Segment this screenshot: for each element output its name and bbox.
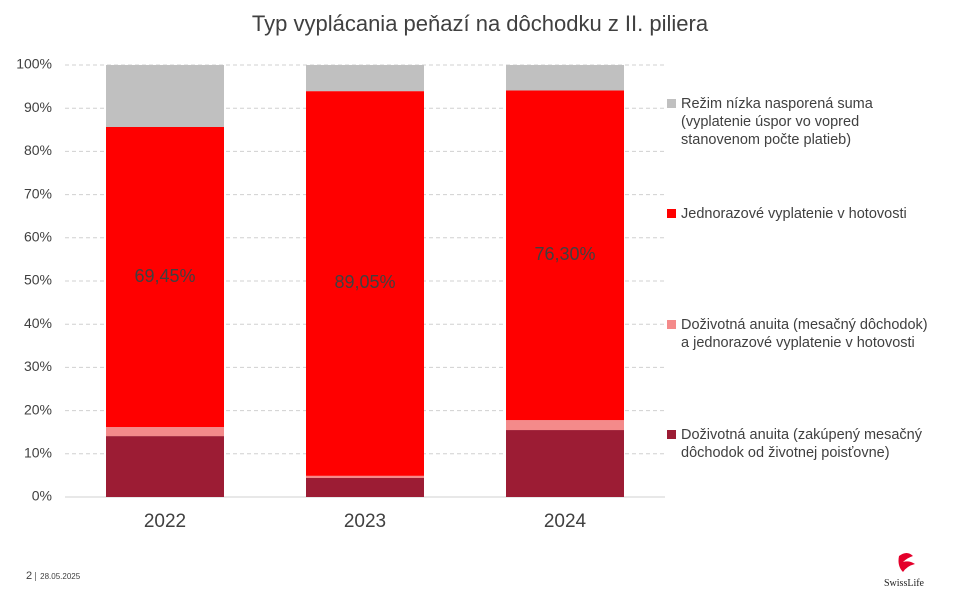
page-number: 2 (26, 570, 33, 582)
logo-mark (898, 553, 915, 572)
bar-segment (106, 126, 224, 428)
legend-item: Doživotná anuita (zakúpený mesačný dôcho… (667, 426, 922, 462)
bar-segment (306, 477, 424, 497)
x-tick-label: 2023 (344, 511, 386, 532)
value-label: 76,30% (534, 244, 595, 264)
y-tick-label: 90% (24, 99, 52, 115)
bar-segment (106, 427, 224, 437)
y-tick-label: 80% (24, 142, 52, 158)
bar-segment (306, 65, 424, 92)
legend-swatch (667, 99, 676, 108)
bar-segment (306, 91, 424, 476)
legend-label: Doživotná anuita (zakúpený mesačný dôcho… (681, 427, 922, 461)
bar-segment (506, 430, 624, 497)
logo-text: SwissLife (884, 578, 924, 589)
chart-title: Typ vyplácania peňazí na dôchodku z II. … (252, 11, 709, 36)
value-label: 69,45% (134, 266, 195, 286)
y-tick-label: 40% (24, 315, 52, 331)
y-tick-label: 30% (24, 358, 52, 374)
bar-segment (506, 90, 624, 421)
x-tick-label: 2022 (144, 511, 186, 532)
legend-swatch (667, 209, 676, 218)
y-tick-label: 60% (24, 229, 52, 245)
y-tick-label: 100% (16, 56, 52, 72)
bar-segment (506, 65, 624, 91)
y-tick-label: 50% (24, 272, 52, 288)
legend-item: Režim nízka nasporená suma (vyplatenie ú… (667, 95, 873, 149)
legend-label: Doživotná anuita (mesačný dôchodok) a je… (681, 317, 928, 351)
bar-segment (506, 420, 624, 431)
y-tick-label: 10% (24, 445, 52, 461)
y-tick-label: 0% (32, 488, 52, 504)
footer: 2 28.05.2025 (26, 570, 81, 582)
bar-segment (106, 436, 224, 497)
bar-segment (106, 65, 224, 127)
value-label: 89,05% (334, 272, 395, 292)
legend-label: Režim nízka nasporená suma (vyplatenie ú… (681, 96, 873, 148)
bar-segment (306, 475, 424, 478)
legend-item: Jednorazové vyplatenie v hotovosti (667, 205, 907, 223)
x-tick-label: 2024 (544, 511, 587, 532)
legend-swatch (667, 430, 676, 439)
y-tick-label: 70% (24, 185, 52, 201)
legend-item: Doživotná anuita (mesačný dôchodok) a je… (667, 316, 928, 352)
y-tick-label: 20% (24, 401, 52, 417)
footer-date: 28.05.2025 (35, 572, 81, 581)
legend-swatch (667, 320, 676, 329)
legend-label: Jednorazové vyplatenie v hotovosti (681, 206, 907, 222)
